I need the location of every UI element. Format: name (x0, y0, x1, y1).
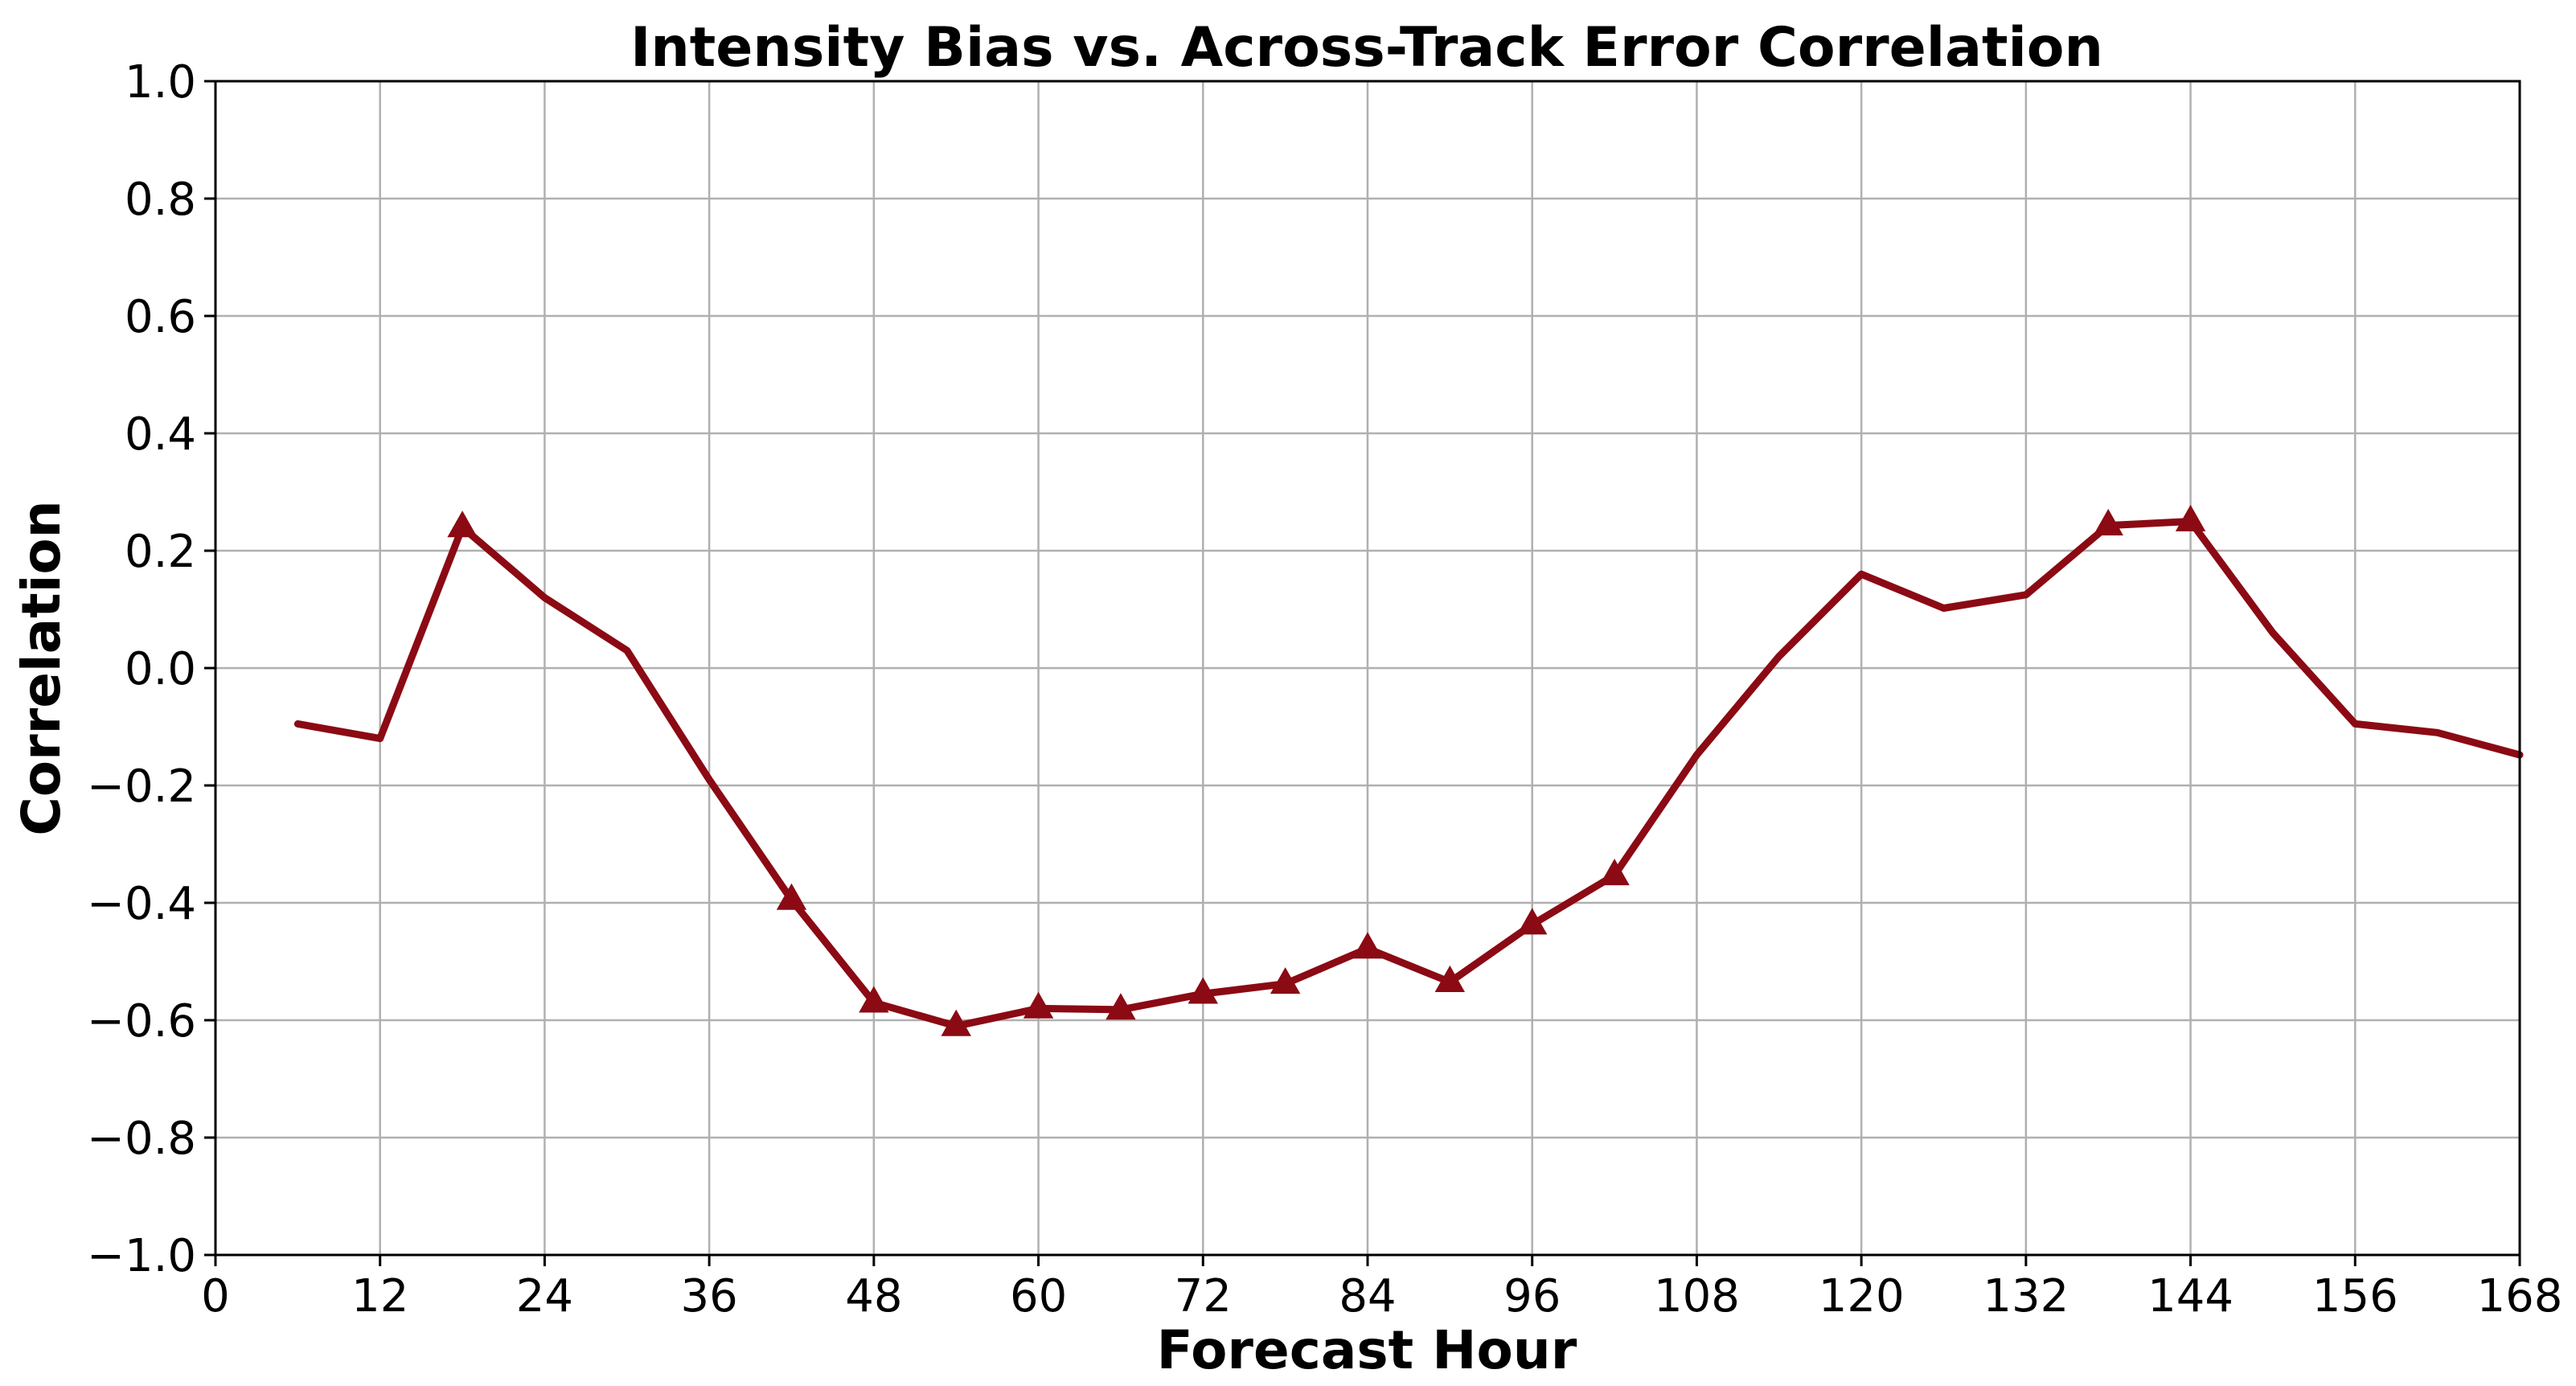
data-point-marker (447, 511, 478, 538)
y-tick-label: 0.0 (125, 643, 196, 695)
data-point-marker (2093, 508, 2123, 536)
x-tick-label: 60 (1010, 1270, 1067, 1322)
x-tick-label: 144 (2147, 1270, 2233, 1322)
ticks: 0 12 24 36 48 60 72 84 96 108 120 132 144 156 168 −1.0 −… (87, 56, 2562, 1322)
data-point-marker (1105, 993, 1136, 1020)
y-tick-label: 0.2 (125, 526, 196, 578)
x-axis-label: Forecast Hour (1157, 1319, 1577, 1381)
y-tick-label: 0.8 (125, 174, 196, 226)
x-tick-label: 120 (1819, 1270, 1905, 1322)
y-tick-label: 0.6 (125, 291, 196, 343)
x-tick-label: 84 (1339, 1270, 1396, 1322)
x-tick-label: 108 (1654, 1270, 1740, 1322)
data-point-marker (776, 883, 807, 910)
x-tick-label: 132 (1983, 1270, 2069, 1322)
data-point-marker (859, 986, 889, 1013)
data-point-marker (1188, 977, 1219, 1004)
y-tick-label: 0.4 (125, 408, 196, 461)
series-line (293, 518, 2524, 1030)
data-point-marker (1516, 908, 1548, 935)
x-tick-label: 0 (201, 1270, 230, 1322)
y-tick-label: −0.8 (87, 1113, 196, 1165)
data-point-marker (2175, 504, 2206, 531)
y-tick-label: −0.2 (87, 761, 196, 813)
x-tick-label: 156 (2312, 1270, 2398, 1322)
data-point-marker (941, 1009, 971, 1036)
data-point-marker (1023, 991, 1054, 1019)
y-tick-label: 1.0 (125, 56, 196, 109)
x-tick-label: 12 (351, 1270, 408, 1322)
x-tick-label: 24 (516, 1270, 573, 1322)
y-tick-label: −1.0 (87, 1230, 196, 1282)
grid (214, 80, 2521, 1257)
x-tick-label: 96 (1503, 1270, 1561, 1322)
chart-title: Intensity Bias vs. Across-Track Error Co… (630, 16, 2103, 80)
data-point-marker (1434, 965, 1466, 992)
data-point-marker (1270, 967, 1301, 994)
x-tick-label: 48 (845, 1270, 902, 1322)
y-tick-label: −0.4 (87, 878, 196, 930)
series-layer (293, 504, 2524, 1036)
y-axis-label: Correlation (10, 500, 72, 835)
x-tick-label: 36 (681, 1270, 738, 1322)
data-point-marker (1599, 859, 1630, 886)
x-tick-label: 72 (1175, 1270, 1232, 1322)
x-tick-label: 168 (2477, 1270, 2563, 1322)
y-tick-label: −0.6 (87, 995, 196, 1048)
data-point-marker (1352, 932, 1383, 959)
